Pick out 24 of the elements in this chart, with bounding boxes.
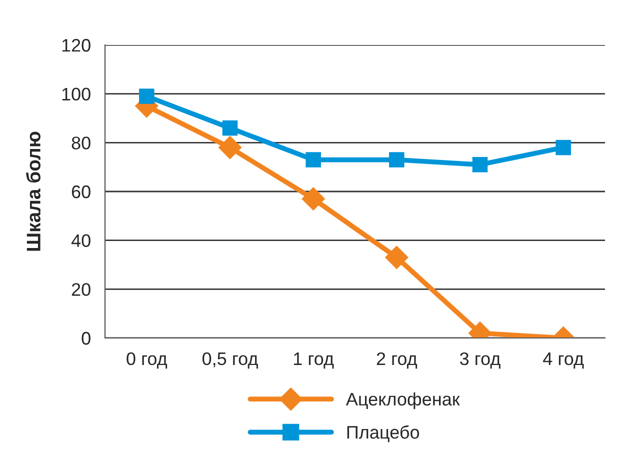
point	[302, 187, 326, 211]
y-tick-label: 120	[62, 38, 90, 52]
y-tick-label: 40	[71, 234, 90, 248]
x-tick-label: 4 год	[543, 352, 584, 369]
y-tick-label: 60	[72, 185, 90, 198]
point	[306, 152, 321, 168]
y-tick-label: 20	[72, 283, 90, 296]
x-tick-label: 0 год	[126, 352, 168, 369]
y-tick-label: 0	[82, 332, 90, 345]
point	[472, 157, 488, 172]
y-axis-title: Шкала болю	[26, 132, 40, 251]
point	[556, 140, 571, 156]
point	[139, 88, 154, 104]
point	[218, 136, 242, 160]
y-tick-label: 80	[72, 136, 90, 150]
x-tick-label: 0,5 год	[202, 352, 258, 369]
legend-label: Плацебо	[347, 425, 420, 442]
point	[389, 152, 404, 168]
x-tick-label: 2 год	[376, 352, 418, 369]
y-tick-label: 100	[62, 88, 90, 101]
point	[222, 120, 238, 136]
x-tick-label: 1 год	[294, 352, 334, 369]
x-tick-label: 3 год	[460, 352, 500, 369]
legend-label: Ацеклофенак	[346, 392, 460, 410]
